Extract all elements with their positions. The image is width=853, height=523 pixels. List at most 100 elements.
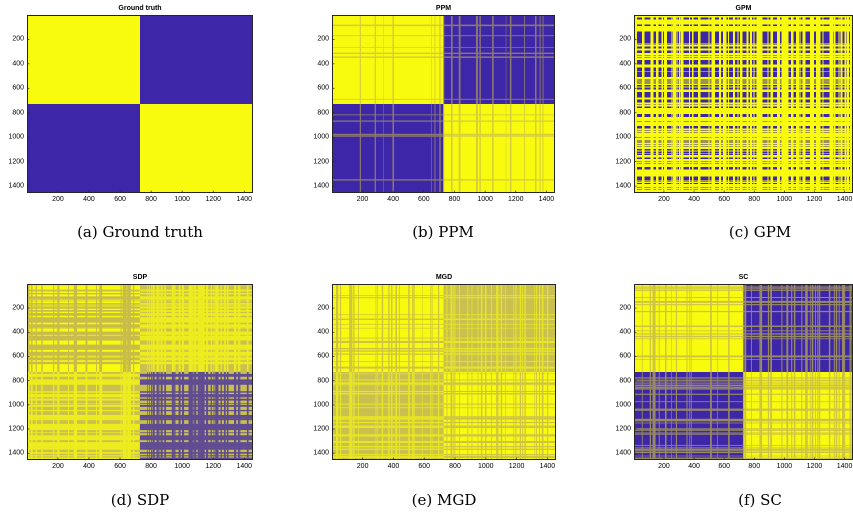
plot-title: SDP (132, 274, 148, 281)
stripe-mark (838, 371, 840, 460)
y-tick-label: 1200 (313, 425, 329, 433)
stripe-mark (634, 66, 853, 68)
stripe-mark (27, 391, 140, 393)
stripe-mark (332, 98, 444, 100)
stripe-mark (634, 116, 853, 119)
stripe-mark (665, 371, 667, 460)
stripe-mark (743, 455, 853, 457)
stripe-mark (443, 440, 556, 442)
stripe-mark (27, 289, 140, 291)
stripe-mark (332, 425, 444, 427)
y-tick-label: 1400 (8, 182, 24, 190)
x-tick-label: 1000 (776, 463, 793, 470)
stripe-mark (743, 449, 853, 451)
stripe-mark (654, 371, 656, 460)
stripe-mark (634, 22, 853, 25)
stripe-mark (443, 393, 556, 395)
stripe-mark (634, 98, 853, 99)
y-tick-label: 1200 (8, 158, 24, 166)
stripe-mark (539, 103, 541, 193)
stripe-mark (535, 103, 537, 193)
stripe-mark (743, 409, 853, 411)
stripe-mark (791, 284, 793, 372)
stripe-mark (634, 102, 853, 105)
stripe-mark (139, 358, 253, 361)
stripe-mark (844, 284, 846, 372)
stripe-mark (649, 371, 651, 460)
heatmap-plot (332, 284, 556, 460)
stripe-mark (691, 371, 692, 460)
stripe-mark (413, 371, 415, 460)
stripe-mark (634, 109, 853, 111)
stripe-mark (743, 356, 853, 358)
stripe-mark (817, 284, 819, 372)
x-tick-label: 1000 (776, 196, 793, 203)
y-tick-label: 400 (619, 328, 631, 336)
stripe-mark (479, 103, 481, 193)
x-tick-label: 800 (448, 196, 461, 203)
stripe-mark (454, 371, 456, 460)
stripe-mark (27, 418, 140, 421)
stripe-mark (471, 371, 473, 460)
stripe-mark (443, 373, 556, 375)
stripe-mark (686, 284, 688, 372)
stripe-mark (675, 284, 677, 372)
stripe-mark (743, 296, 853, 299)
y-tick-label: 1400 (8, 449, 24, 457)
stripe-mark (139, 447, 253, 450)
stripe-mark (332, 435, 444, 437)
stripe-mark (27, 296, 140, 299)
stripe-mark (332, 393, 444, 395)
x-tick-label: 400 (387, 463, 400, 470)
x-tick-label: 600 (114, 196, 126, 203)
stripe-mark (742, 284, 744, 372)
stripe-mark (743, 378, 853, 380)
stripe-mark (653, 371, 655, 460)
stripe-mark (634, 409, 744, 411)
stripe-mark (443, 319, 556, 321)
stripe-mark (743, 447, 853, 449)
stripe-mark (350, 371, 353, 460)
stripe-mark (634, 83, 853, 86)
y-tick-label: 600 (317, 84, 329, 92)
stripe-mark (743, 335, 853, 338)
stripe-mark (524, 371, 526, 460)
stripe-mark (634, 48, 853, 51)
stripe-mark (332, 314, 444, 316)
stripe-mark (634, 428, 744, 430)
stripe-mark (139, 428, 253, 431)
stripe-mark (139, 306, 253, 309)
stripe-mark (332, 337, 444, 339)
stripe-mark (850, 284, 852, 372)
stripe-mark (27, 306, 140, 309)
heatmap-plot (634, 15, 853, 193)
stripe-mark (634, 380, 744, 382)
stripe-mark (139, 331, 253, 333)
stripe-mark (139, 381, 253, 384)
stripe-mark (634, 408, 744, 410)
stripe-mark (654, 284, 656, 372)
stripe-mark (634, 25, 853, 28)
stripe-mark (634, 287, 744, 289)
stripe-mark (743, 359, 853, 360)
stripe-mark (332, 416, 444, 418)
stripe-mark (743, 419, 853, 422)
y-tick-label: 200 (12, 35, 24, 43)
stripe-mark (634, 430, 744, 431)
stripe-mark (691, 284, 692, 372)
stripe-mark (743, 325, 853, 328)
stripe-mark (781, 284, 783, 372)
stripe-mark (658, 284, 660, 372)
stripe-group (332, 284, 556, 460)
stripe-mark (27, 344, 140, 348)
y-tick-label: 800 (12, 377, 24, 385)
x-tick-label: 1400 (538, 196, 555, 203)
stripe-mark (505, 103, 507, 193)
stripe-mark (542, 15, 544, 104)
stripe-mark (652, 284, 655, 372)
stripe-mark (634, 310, 744, 313)
stripe-mark (332, 384, 444, 386)
stripe-mark (771, 284, 772, 372)
plot-title: MGD (435, 274, 453, 281)
stripe-mark (332, 350, 444, 352)
